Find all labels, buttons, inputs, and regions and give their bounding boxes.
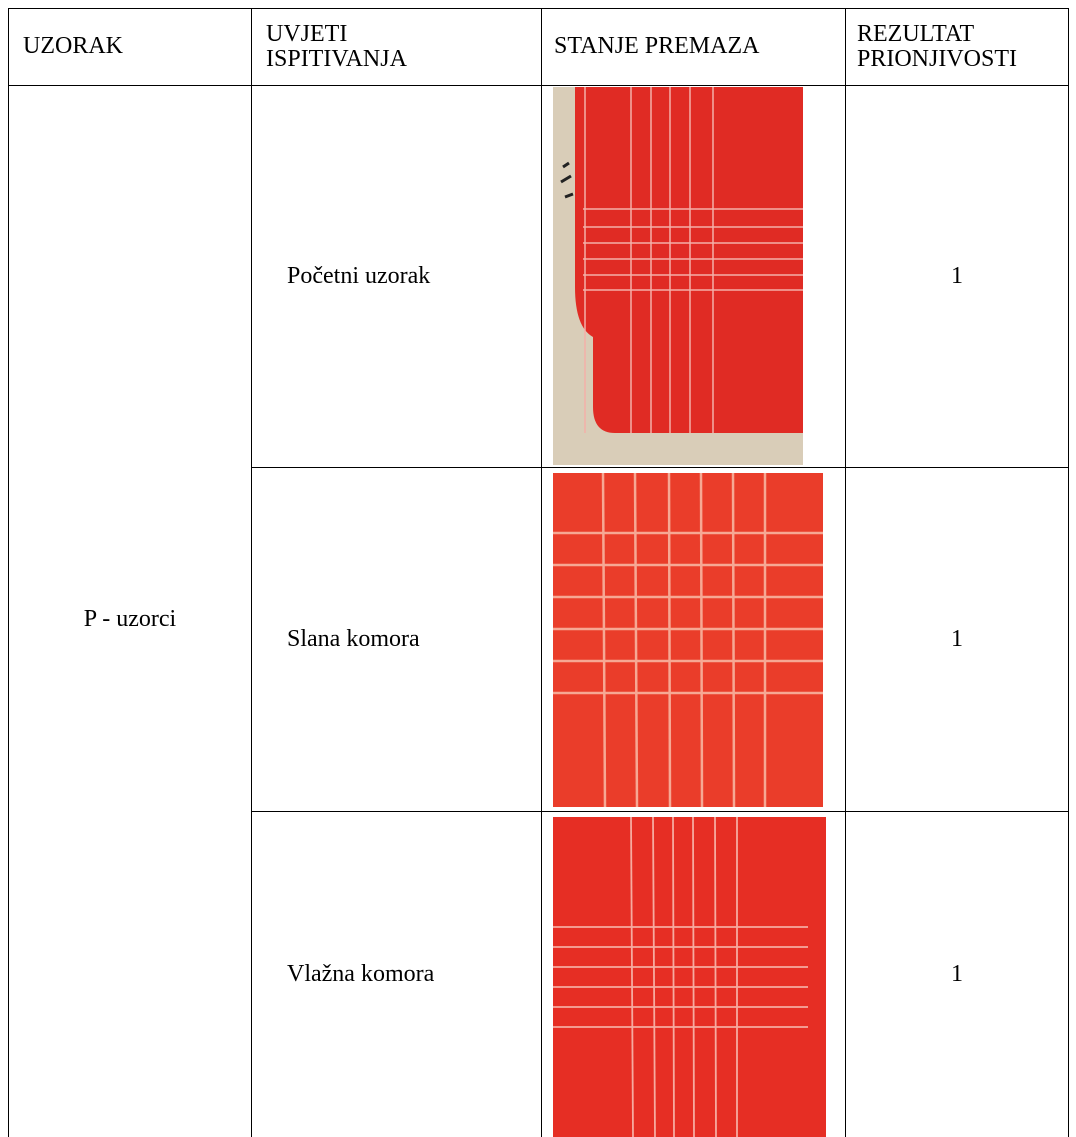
header-text: UZORAK	[23, 33, 123, 60]
result: 1	[951, 960, 963, 987]
header-cell: UVJETI ISPITIVANJA	[252, 9, 541, 85]
condition: Vlažna komora	[287, 960, 435, 987]
coating-photo	[553, 817, 826, 1137]
border	[251, 8, 252, 1137]
result: 1	[951, 262, 963, 289]
header-text: STANJE PREMAZA	[554, 33, 760, 60]
header-text: UVJETI ISPITIVANJA	[266, 20, 407, 72]
border	[8, 8, 1069, 9]
border	[1068, 8, 1069, 1137]
coating-photo	[553, 87, 803, 465]
header-cell: UZORAK	[9, 9, 251, 85]
header-cell: REZULTAT PRIONJIVOSTI	[846, 9, 1068, 85]
header-cell: STANJE PREMAZA	[542, 9, 845, 85]
border	[8, 8, 9, 1137]
condition: Slana komora	[287, 625, 420, 652]
result: 1	[951, 625, 963, 652]
border	[251, 467, 1069, 468]
border	[251, 811, 1069, 812]
border	[845, 8, 846, 1137]
header-text: REZULTAT PRIONJIVOSTI	[857, 20, 1018, 72]
sample-text: P - uzorci	[83, 606, 177, 633]
border	[8, 85, 1069, 86]
coating-photo	[553, 473, 823, 807]
sample-cell: P - uzorci	[9, 86, 251, 1137]
condition: Početni uzorak	[287, 262, 431, 289]
border	[541, 8, 542, 1137]
